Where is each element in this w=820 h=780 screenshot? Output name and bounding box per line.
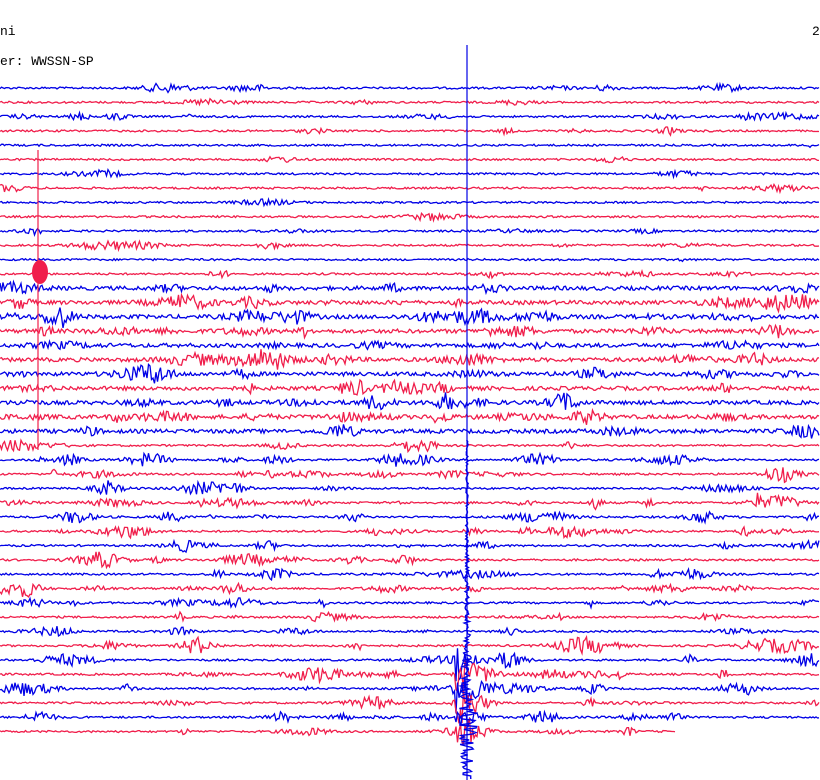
trace	[0, 378, 820, 396]
trace	[0, 610, 820, 623]
trace	[0, 567, 820, 582]
trace	[0, 292, 820, 314]
trace	[0, 407, 820, 425]
trace	[0, 467, 820, 484]
date-label: 2	[812, 24, 820, 39]
trace	[0, 307, 820, 329]
trace	[0, 538, 820, 554]
trace	[0, 510, 820, 525]
trace	[0, 211, 820, 223]
trace	[0, 596, 820, 610]
trace	[0, 81, 820, 94]
trace	[0, 648, 820, 682]
filter-label: er: WWSSN-SP	[0, 54, 94, 69]
trace	[0, 168, 820, 180]
trace	[0, 677, 820, 714]
trace	[0, 279, 820, 296]
trace	[0, 349, 820, 370]
trace	[0, 634, 820, 656]
trace	[0, 423, 820, 439]
trace	[0, 438, 820, 454]
trace	[0, 690, 820, 724]
trace	[0, 625, 820, 638]
trace	[0, 717, 676, 746]
trace	[0, 581, 820, 598]
trace	[0, 126, 820, 137]
trace	[0, 155, 820, 164]
trace	[0, 339, 820, 351]
trace	[0, 479, 820, 496]
trace	[0, 227, 820, 237]
trace	[0, 239, 820, 253]
spike-burst	[32, 260, 48, 284]
trace	[0, 196, 820, 208]
trace	[0, 451, 820, 467]
trace	[0, 525, 820, 540]
trace	[0, 143, 820, 149]
station-label: ni	[0, 24, 16, 39]
event-signal	[457, 439, 478, 780]
traces	[0, 45, 820, 780]
trace	[0, 268, 820, 280]
trace	[0, 362, 820, 384]
trace	[0, 709, 820, 729]
trace	[0, 257, 820, 263]
trace	[0, 551, 820, 570]
trace	[0, 97, 820, 107]
trace	[0, 110, 820, 122]
trace	[0, 392, 820, 411]
trace	[0, 492, 820, 511]
trace	[0, 659, 820, 694]
trace	[0, 323, 819, 340]
trace	[0, 183, 820, 195]
